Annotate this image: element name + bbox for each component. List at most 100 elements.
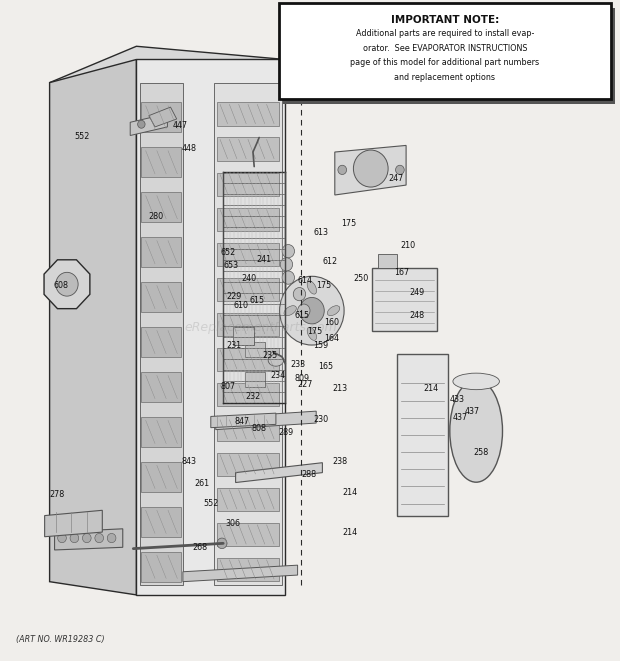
- Ellipse shape: [450, 379, 503, 483]
- Polygon shape: [141, 192, 181, 222]
- Text: 552: 552: [203, 499, 218, 508]
- Text: 240: 240: [242, 274, 257, 284]
- Text: 807: 807: [221, 382, 236, 391]
- FancyBboxPatch shape: [232, 327, 254, 345]
- Polygon shape: [217, 208, 279, 231]
- Text: 306: 306: [225, 519, 240, 528]
- Text: 268: 268: [192, 543, 207, 552]
- Text: 280: 280: [149, 212, 164, 221]
- FancyBboxPatch shape: [378, 254, 397, 268]
- Circle shape: [56, 272, 78, 296]
- Text: 615: 615: [250, 296, 265, 305]
- FancyBboxPatch shape: [372, 268, 437, 330]
- Text: 214: 214: [343, 488, 358, 497]
- Circle shape: [280, 276, 344, 345]
- Polygon shape: [217, 523, 279, 546]
- Text: 230: 230: [314, 415, 329, 424]
- Text: 227: 227: [298, 380, 312, 389]
- FancyBboxPatch shape: [397, 354, 448, 516]
- Circle shape: [282, 245, 294, 258]
- Text: 175: 175: [308, 327, 322, 336]
- Text: 278: 278: [50, 490, 64, 499]
- Text: 165: 165: [318, 362, 333, 371]
- Circle shape: [298, 304, 310, 317]
- Polygon shape: [136, 59, 285, 595]
- Text: 235: 235: [262, 351, 277, 360]
- Text: 232: 232: [246, 392, 260, 401]
- Polygon shape: [44, 260, 90, 309]
- Circle shape: [293, 288, 306, 301]
- FancyBboxPatch shape: [283, 8, 615, 104]
- Text: 213: 213: [332, 384, 347, 393]
- Text: 843: 843: [182, 457, 197, 466]
- FancyBboxPatch shape: [245, 342, 265, 357]
- Polygon shape: [217, 313, 279, 336]
- Text: 231: 231: [227, 340, 242, 350]
- Polygon shape: [141, 552, 181, 582]
- Circle shape: [299, 297, 324, 324]
- Text: 613: 613: [314, 228, 329, 237]
- Text: (ART NO. WR19283 C): (ART NO. WR19283 C): [16, 635, 104, 644]
- Text: 608: 608: [53, 281, 68, 290]
- Text: page of this model for additional part numbers: page of this model for additional part n…: [350, 58, 539, 67]
- Polygon shape: [140, 83, 183, 585]
- Polygon shape: [141, 507, 181, 537]
- Text: 234: 234: [270, 371, 285, 380]
- Text: 615: 615: [295, 311, 310, 321]
- Polygon shape: [45, 510, 102, 537]
- Text: 175: 175: [341, 219, 356, 228]
- FancyBboxPatch shape: [245, 372, 265, 387]
- Circle shape: [95, 533, 104, 543]
- Text: IMPORTANT NOTE:: IMPORTANT NOTE:: [391, 15, 499, 24]
- Ellipse shape: [284, 305, 296, 316]
- Circle shape: [396, 165, 404, 175]
- Polygon shape: [217, 278, 279, 301]
- Ellipse shape: [268, 354, 283, 366]
- Text: 552: 552: [75, 132, 90, 141]
- Ellipse shape: [453, 373, 500, 389]
- Polygon shape: [217, 418, 279, 441]
- Polygon shape: [141, 282, 181, 312]
- Polygon shape: [211, 413, 276, 428]
- Text: 160: 160: [324, 318, 339, 327]
- Text: 614: 614: [298, 276, 312, 286]
- Polygon shape: [141, 327, 181, 357]
- Text: 241: 241: [256, 255, 271, 264]
- Polygon shape: [236, 463, 322, 483]
- Polygon shape: [141, 102, 181, 132]
- Text: 809: 809: [295, 373, 310, 383]
- Text: 250: 250: [353, 274, 368, 284]
- Ellipse shape: [307, 327, 317, 340]
- Polygon shape: [183, 565, 298, 582]
- Text: 248: 248: [409, 311, 424, 321]
- Text: 847: 847: [234, 417, 249, 426]
- Text: 249: 249: [409, 288, 424, 297]
- Polygon shape: [217, 102, 279, 126]
- Polygon shape: [217, 173, 279, 196]
- Polygon shape: [335, 145, 406, 195]
- Polygon shape: [141, 147, 181, 177]
- Polygon shape: [141, 237, 181, 267]
- Polygon shape: [217, 453, 279, 476]
- Text: Additional parts are required to install evap-: Additional parts are required to install…: [356, 29, 534, 38]
- Text: 433: 433: [450, 395, 465, 405]
- Circle shape: [107, 533, 116, 543]
- FancyBboxPatch shape: [279, 3, 611, 99]
- Ellipse shape: [307, 281, 317, 294]
- Text: 214: 214: [343, 527, 358, 537]
- Circle shape: [58, 533, 66, 543]
- Polygon shape: [130, 114, 167, 136]
- Text: 448: 448: [182, 144, 197, 153]
- Polygon shape: [50, 59, 136, 595]
- Circle shape: [217, 538, 227, 549]
- Text: 247: 247: [388, 174, 403, 183]
- Text: 210: 210: [401, 241, 415, 251]
- Text: orator.  See EVAPORATOR INSTRUCTIONS: orator. See EVAPORATOR INSTRUCTIONS: [363, 44, 527, 53]
- Circle shape: [70, 533, 79, 543]
- Polygon shape: [217, 488, 279, 511]
- Circle shape: [280, 258, 293, 271]
- Text: 437: 437: [453, 413, 467, 422]
- Polygon shape: [55, 529, 123, 550]
- Text: 238: 238: [332, 457, 347, 466]
- Circle shape: [282, 271, 294, 284]
